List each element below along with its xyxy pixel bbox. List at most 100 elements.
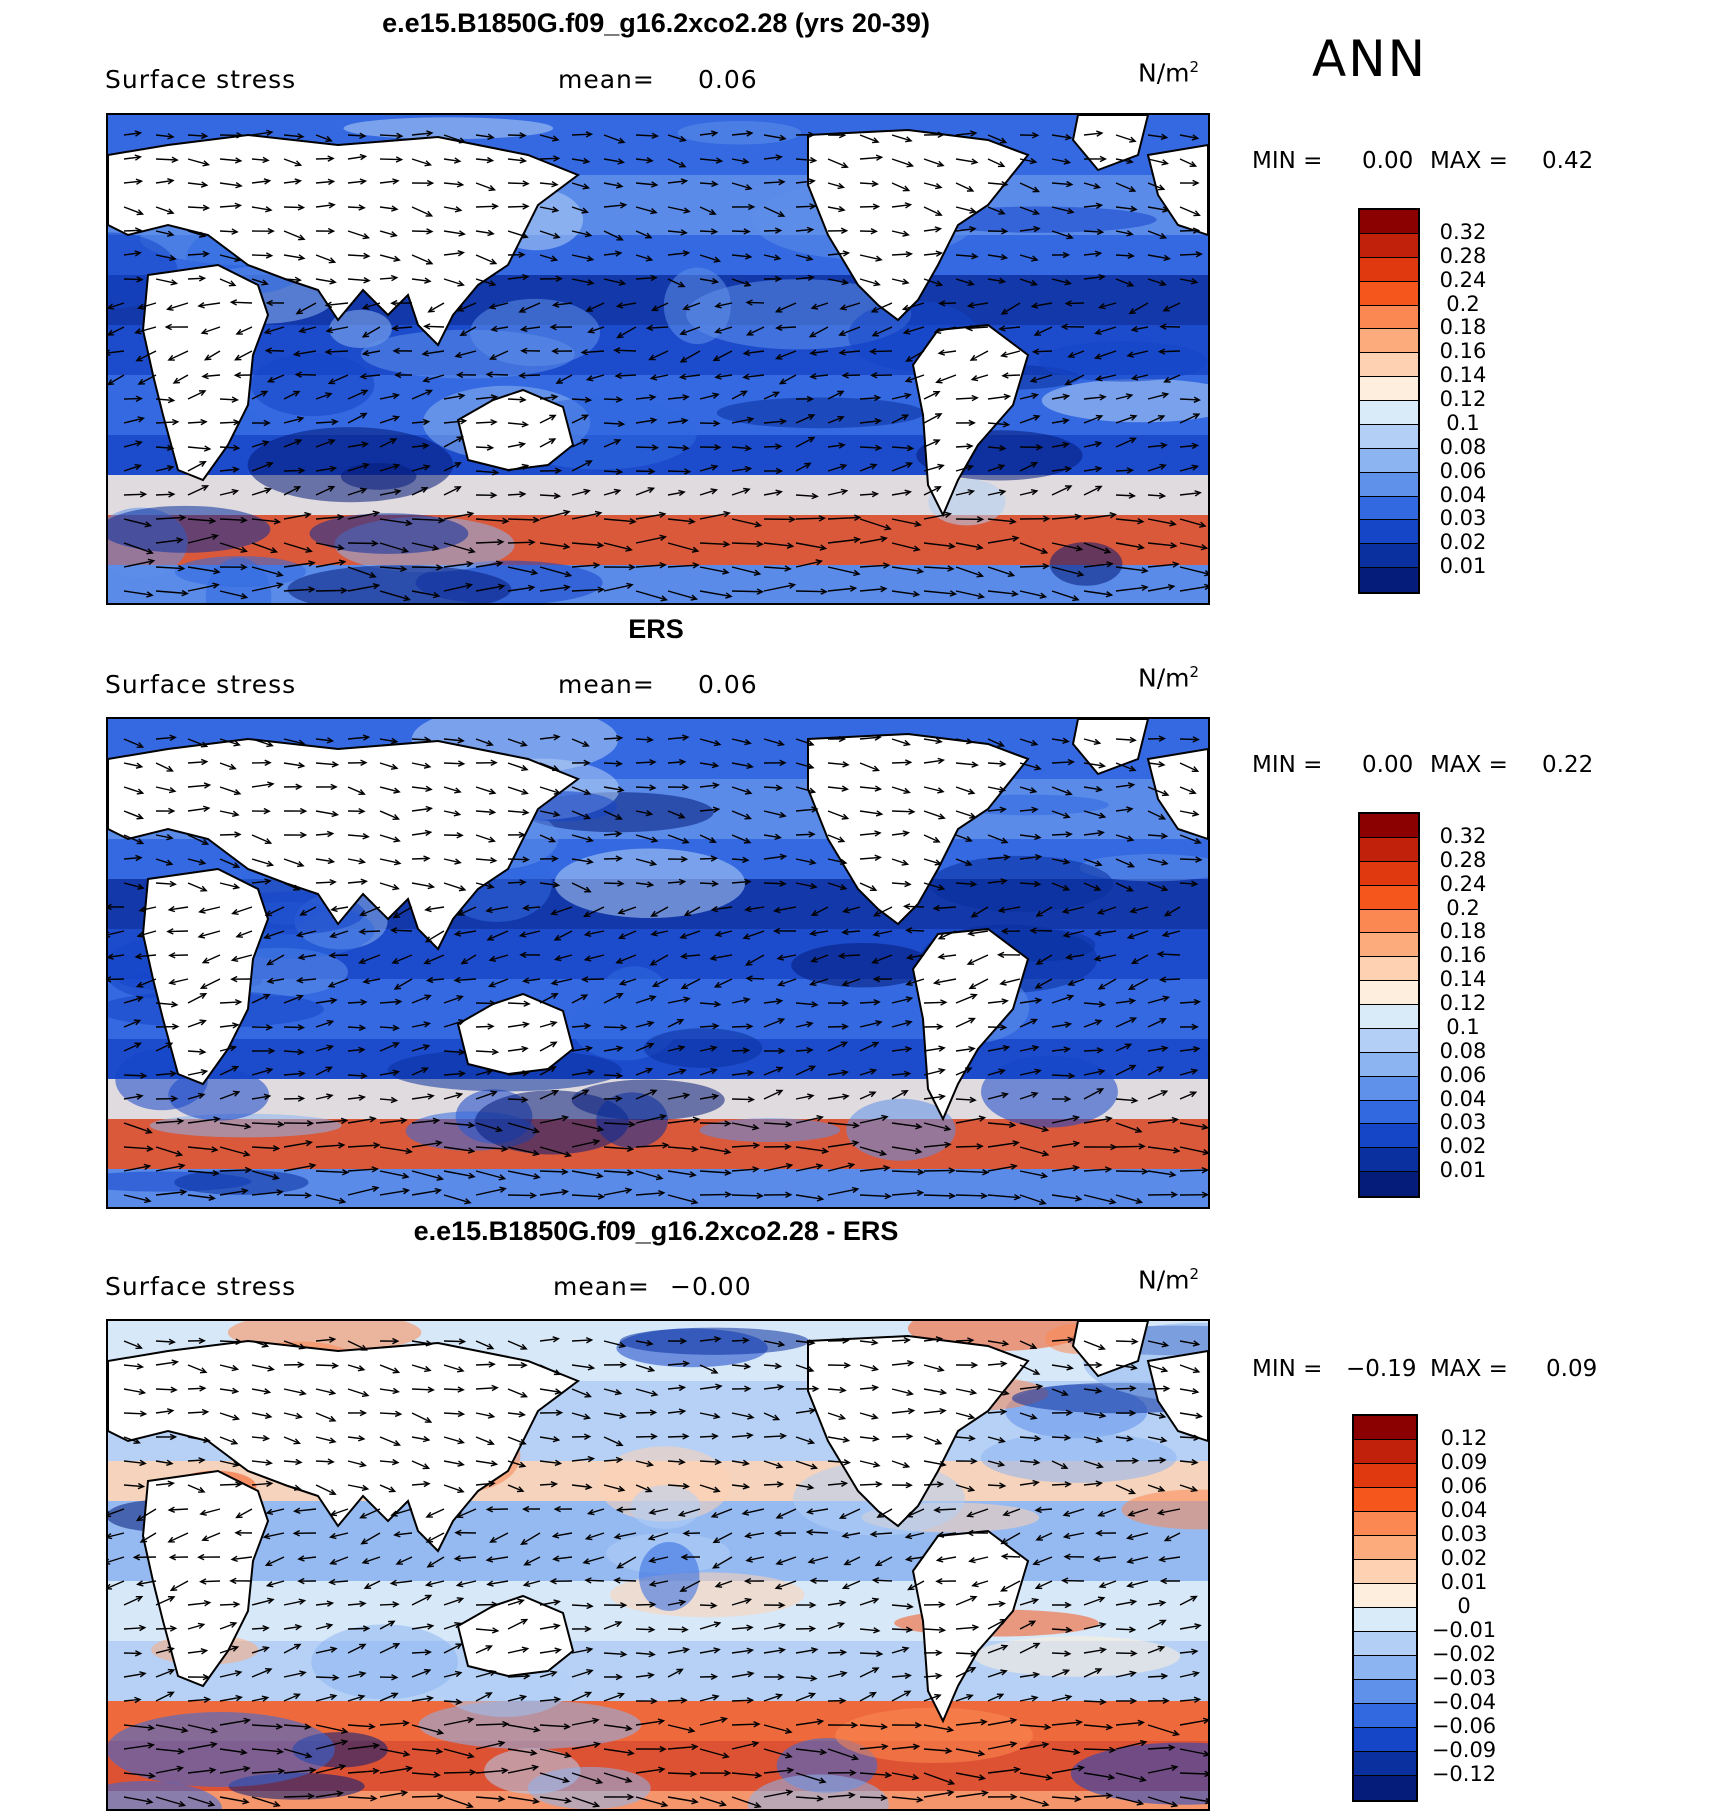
colorbar-swatch xyxy=(1354,1464,1416,1488)
panel-2-max-label: MAX = xyxy=(1430,752,1508,778)
colorbar-swatch xyxy=(1360,1005,1418,1029)
panel-1-map xyxy=(106,113,1210,605)
colorbar-tick-label: 0.24 xyxy=(1439,871,1487,896)
colorbar-swatch xyxy=(1354,1584,1416,1608)
panel-1-variable: Surface stress xyxy=(105,65,297,94)
panel-3-max-label: MAX = xyxy=(1430,1356,1508,1382)
panel-3-max-value: 0.09 xyxy=(1546,1356,1598,1382)
panel-2-colorbar-labels: 0.32 0.28 0.24 0.2 0.18 0.16 0.14 0.12 0.1 0.08 0.… xyxy=(1428,812,1498,1194)
colorbar-swatch xyxy=(1360,1028,1418,1053)
colorbar-swatch xyxy=(1360,329,1418,354)
panel-3-variable: Surface stress xyxy=(105,1272,297,1301)
colorbar-swatch xyxy=(1354,1608,1416,1632)
panel-2-mean-label: mean= xyxy=(558,670,655,699)
colorbar-tick-label: 0.03 xyxy=(1440,1522,1488,1546)
colorbar-swatch xyxy=(1360,909,1418,934)
colorbar-tick-label: 0.04 xyxy=(1439,482,1487,507)
colorbar-swatch xyxy=(1360,448,1418,473)
colorbar-tick-label: 0.24 xyxy=(1439,267,1487,292)
colorbar-swatch xyxy=(1360,1052,1418,1077)
colorbar-swatch xyxy=(1360,981,1418,1005)
panel-2-units: N/m2 xyxy=(1138,663,1200,693)
colorbar-tick-label: 0.16 xyxy=(1439,339,1487,364)
season-label: ANN xyxy=(1312,30,1428,88)
colorbar-swatch xyxy=(1354,1632,1416,1656)
colorbar-swatch xyxy=(1360,520,1418,545)
panel-2-colorbar xyxy=(1358,812,1420,1198)
colorbar-tick-label: 0.1 xyxy=(1446,410,1480,435)
colorbar-swatch xyxy=(1360,210,1418,234)
panel-2-map-svg xyxy=(108,719,1208,1207)
colorbar-swatch xyxy=(1354,1440,1416,1464)
colorbar-swatch xyxy=(1360,837,1418,862)
panel-2-min-value: 0.00 xyxy=(1362,752,1414,778)
colorbar-swatch xyxy=(1360,1124,1418,1149)
panel-2-map xyxy=(106,717,1210,1209)
panel-3-colorbar xyxy=(1352,1414,1418,1802)
colorbar-swatch xyxy=(1360,1172,1418,1196)
colorbar-tick-label: 0.02 xyxy=(1439,530,1487,555)
colorbar-tick-label: 0.02 xyxy=(1440,1546,1488,1570)
panel-1-map-svg xyxy=(108,115,1208,603)
colorbar-tick-label: −0.01 xyxy=(1431,1618,1497,1642)
colorbar-swatch xyxy=(1360,401,1418,425)
colorbar-swatch xyxy=(1360,568,1418,592)
colorbar-tick-label: 0.02 xyxy=(1439,1134,1487,1159)
colorbar-swatch xyxy=(1360,1148,1418,1173)
colorbar-tick-label: 0.16 xyxy=(1439,943,1487,968)
panel-1-min-label: MIN = xyxy=(1252,148,1323,174)
colorbar-swatch xyxy=(1360,957,1418,982)
colorbar-tick-label: −0.04 xyxy=(1431,1690,1497,1714)
colorbar-tick-label: 0.06 xyxy=(1439,458,1487,483)
colorbar-swatch xyxy=(1354,1560,1416,1584)
colorbar-swatch xyxy=(1354,1704,1416,1728)
panel-1-units: N/m2 xyxy=(1138,58,1200,88)
colorbar-tick-label: 0 xyxy=(1457,1594,1471,1618)
colorbar-swatch xyxy=(1354,1680,1416,1704)
panel-3-min-label: MIN = xyxy=(1252,1356,1323,1382)
colorbar-tick-label: 0.18 xyxy=(1439,919,1487,944)
panel-1-colorbar-labels: 0.32 0.28 0.24 0.2 0.18 0.16 0.14 0.12 0.1 0.08 0.… xyxy=(1428,208,1498,590)
panel-2-max-value: 0.22 xyxy=(1542,752,1594,778)
colorbar-tick-label: 0.03 xyxy=(1439,1110,1487,1135)
panel-1-max-value: 0.42 xyxy=(1542,148,1594,174)
colorbar-swatch xyxy=(1360,424,1418,449)
colorbar-tick-label: 0.03 xyxy=(1439,506,1487,531)
colorbar-tick-label: 0.14 xyxy=(1439,967,1487,992)
panel-1-max-label: MAX = xyxy=(1430,148,1508,174)
panel-3-map xyxy=(106,1319,1210,1811)
colorbar-tick-label: 0.01 xyxy=(1439,1158,1487,1183)
colorbar-tick-label: −0.06 xyxy=(1431,1714,1497,1738)
panel-1-title: e.e15.B1850G.f09_g16.2xco2.28 (yrs 20-39… xyxy=(382,8,930,38)
panel-3-colorbar-labels: 0.12 0.09 0.06 0.04 0.03 0.02 0.01 0 −0.01 −0.02−… xyxy=(1424,1414,1504,1798)
colorbar-tick-label: 0.28 xyxy=(1439,847,1487,872)
colorbar-swatch xyxy=(1354,1536,1416,1560)
colorbar-swatch xyxy=(1354,1776,1416,1800)
colorbar-tick-label: 0.1 xyxy=(1446,1014,1480,1039)
colorbar-swatch xyxy=(1360,861,1418,886)
colorbar-swatch xyxy=(1360,257,1418,282)
panel-2-variable: Surface stress xyxy=(105,670,297,699)
colorbar-tick-label: 0.12 xyxy=(1439,387,1487,411)
colorbar-tick-label: 0.06 xyxy=(1439,1062,1487,1087)
colorbar-swatch xyxy=(1354,1656,1416,1680)
colorbar-tick-label: 0.08 xyxy=(1439,434,1487,459)
colorbar-swatch xyxy=(1360,933,1418,958)
colorbar-swatch xyxy=(1360,1076,1418,1101)
colorbar-tick-label: 0.14 xyxy=(1439,363,1487,388)
colorbar-tick-label: 0.12 xyxy=(1440,1426,1488,1450)
colorbar-swatch xyxy=(1360,544,1418,569)
colorbar-swatch xyxy=(1360,233,1418,258)
colorbar-tick-label: 0.28 xyxy=(1439,243,1487,268)
colorbar-tick-label: 0.01 xyxy=(1439,554,1487,579)
colorbar-swatch xyxy=(1360,353,1418,378)
panel-2-title: ERS xyxy=(628,614,684,644)
colorbar-tick-label: 0.2 xyxy=(1446,895,1480,920)
colorbar-tick-label: 0.09 xyxy=(1440,1450,1488,1474)
colorbar-swatch xyxy=(1354,1512,1416,1536)
colorbar-swatch xyxy=(1354,1752,1416,1776)
panel-2-min-label: MIN = xyxy=(1252,752,1323,778)
colorbar-tick-label: 0.32 xyxy=(1439,219,1487,244)
colorbar-tick-label: 0.08 xyxy=(1439,1038,1487,1063)
colorbar-tick-label: 0.06 xyxy=(1440,1474,1488,1498)
